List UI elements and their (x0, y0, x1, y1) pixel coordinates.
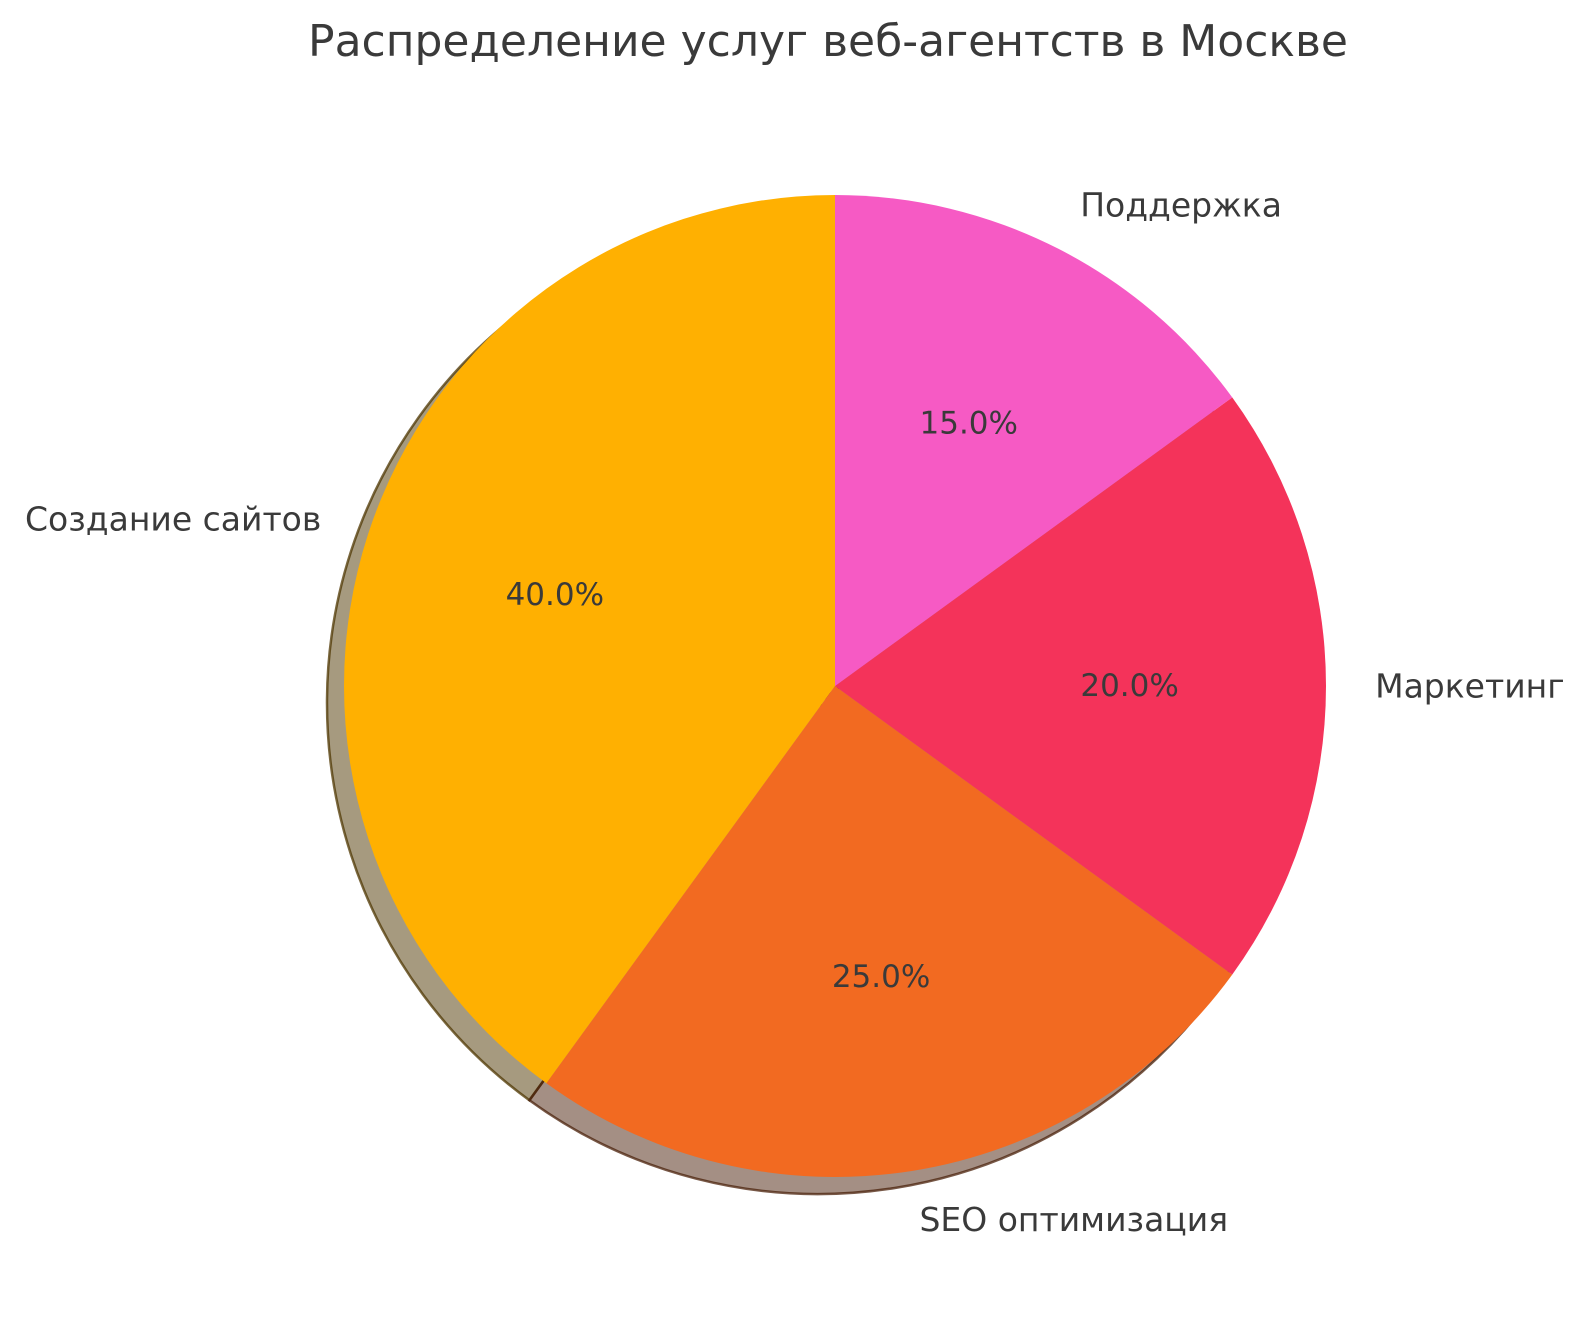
slice-label-0: Создание сайтов (25, 500, 321, 539)
pie-slice-0 (344, 195, 835, 1084)
pie-labels: 40.0% Создание сайтов 25.0% SEO оптимизация… (25, 185, 1565, 1239)
slice-label-1: SEO оптимизация (919, 1200, 1228, 1239)
pie-slice-1 (546, 686, 1233, 1177)
chart-title: Распределение услуг веб-агентств в Москв… (308, 16, 1348, 67)
pie-slice-3 (835, 195, 1233, 686)
pie-slices (344, 195, 1327, 1177)
pct-label-3: 15.0% (920, 406, 1018, 442)
slice-label-2: Маркетинг (1375, 667, 1564, 706)
slice-label-3: Поддержка (1080, 185, 1282, 224)
pct-label-0: 40.0% (506, 577, 604, 613)
pie-slice-2 (835, 397, 1327, 975)
pct-label-1: 25.0% (832, 959, 930, 995)
pct-label-2: 20.0% (1080, 668, 1178, 704)
